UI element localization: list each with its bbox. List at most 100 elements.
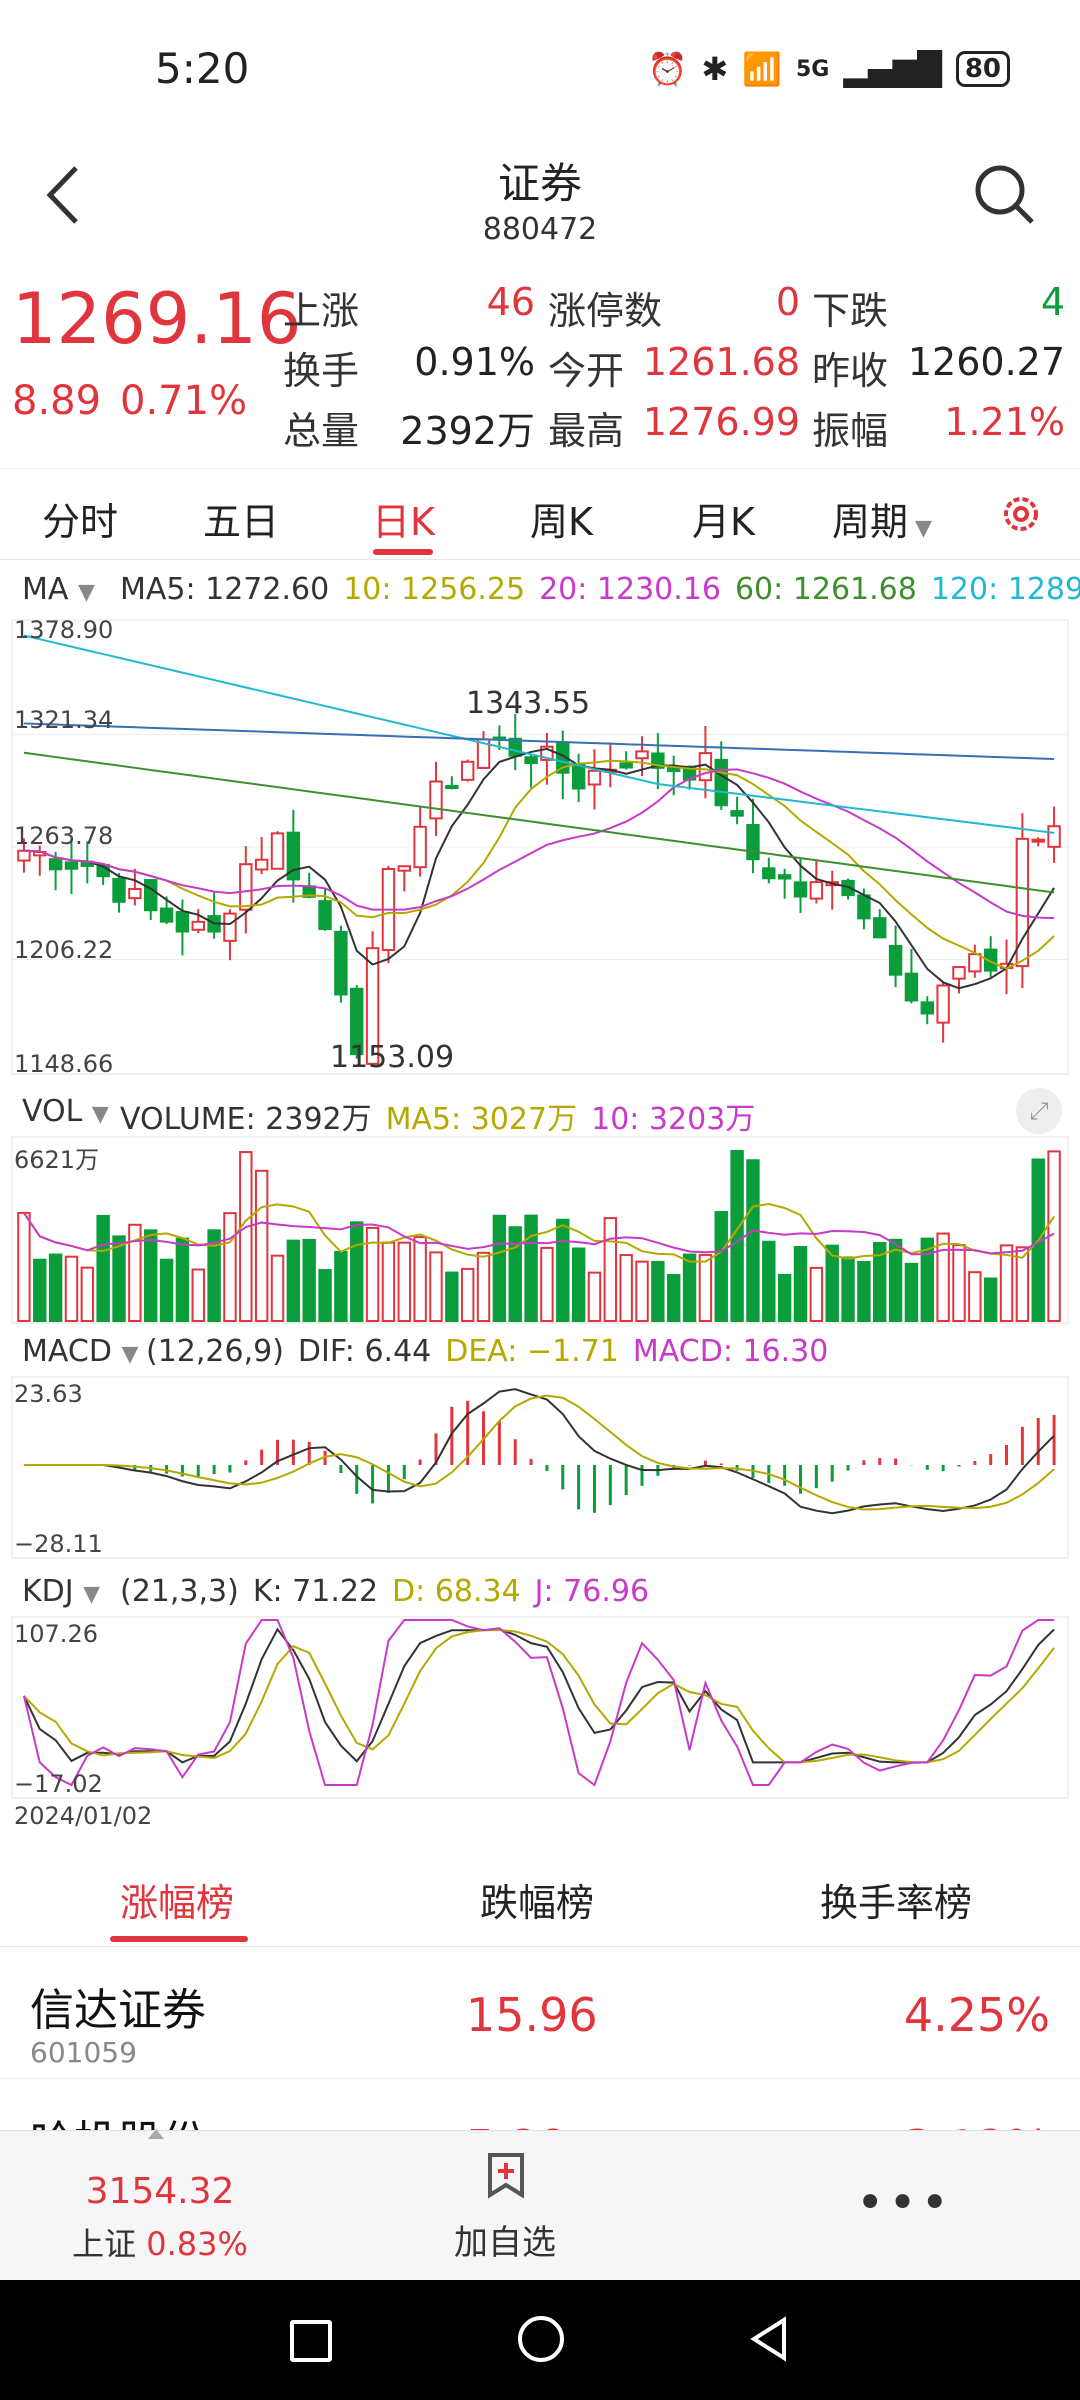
candle-body — [587, 769, 602, 786]
price-axis-max: 1378.90 — [14, 616, 114, 644]
stat-value: 0 — [775, 280, 800, 324]
stat-value: 1.21% — [944, 400, 1065, 444]
candle-body — [112, 877, 126, 903]
active-tab-indicator — [373, 549, 433, 555]
candle-body — [968, 953, 982, 973]
volume-bar — [809, 1266, 824, 1322]
candle-body — [191, 920, 205, 931]
status-icons: ⏰ ✱ 📶 5G ▂▄▆█ 80 — [648, 50, 1010, 88]
ma-name: MA — [22, 572, 69, 607]
candle-body — [318, 900, 332, 931]
vol-axis-max: 6621万 — [14, 1146, 100, 1174]
volume-bar — [698, 1253, 713, 1322]
volume-bar — [476, 1251, 491, 1322]
candle-body — [365, 947, 380, 1065]
d-line — [23, 1628, 1055, 1764]
tab-period[interactable]: 周期 ▼ — [832, 491, 932, 546]
candle-body — [1047, 825, 1061, 848]
volume-bar — [968, 1271, 982, 1322]
volume-bar — [920, 1237, 934, 1322]
stat-label: 昨收 — [812, 349, 889, 393]
ma5-value: MA5: 1272.60 — [120, 572, 330, 607]
price-axis-4: 1206.22 — [14, 936, 114, 964]
tab-top-gainers[interactable]: 涨幅榜 — [120, 1881, 235, 1925]
candle-body — [48, 858, 63, 871]
macd-label[interactable]: MACD ▼ — [0, 1334, 138, 1369]
macd-axis-min: −28.11 — [14, 1530, 103, 1558]
more-icon[interactable]: ••• — [856, 2175, 953, 2231]
volume-bar — [873, 1242, 887, 1322]
kdj-name: KDJ — [22, 1574, 74, 1609]
candle-body — [777, 874, 792, 880]
chevron-down-icon: ▼ — [83, 1582, 101, 1607]
volume-chart — [11, 1136, 1069, 1324]
ma-label[interactable]: MA ▼ — [0, 572, 106, 607]
volume-bar — [635, 1260, 649, 1323]
candle-body — [873, 917, 887, 939]
volume-bar — [936, 1232, 950, 1322]
index-value[interactable]: 3154.32 — [85, 2171, 235, 2212]
volume-bar — [762, 1240, 776, 1322]
volume-bar — [64, 1255, 79, 1322]
chart-frame — [11, 1616, 1069, 1799]
vol-label[interactable]: VOL ▼ — [0, 1094, 109, 1138]
index-info[interactable]: 上证 0.83% — [0, 2219, 320, 2265]
candle-body — [159, 907, 174, 923]
volume-bar — [365, 1226, 380, 1322]
tab-five-day[interactable]: 五日 — [203, 500, 280, 544]
stat-value: 1260.27 — [907, 340, 1065, 384]
candle-body — [651, 752, 665, 769]
candle-body — [350, 987, 364, 1056]
k-value: K: 71.22 — [252, 1574, 379, 1609]
tab-monthly-k[interactable]: 月K — [692, 500, 755, 544]
dif-value: DIF: 6.44 — [297, 1334, 432, 1369]
home-icon[interactable] — [518, 2316, 564, 2362]
back-icon[interactable] — [748, 2316, 788, 2362]
candle-body — [952, 966, 966, 980]
dif-line — [23, 1388, 1055, 1515]
tab-daily-k[interactable]: 日K — [372, 500, 435, 544]
macd-chart — [11, 1376, 1069, 1559]
add-watchlist-button[interactable]: 加自选 — [454, 2223, 556, 2263]
stock-code: 601059 — [30, 2036, 137, 2069]
volume-bar — [381, 1241, 396, 1322]
candle-body — [730, 810, 744, 817]
stat-label: 上涨 — [283, 289, 360, 333]
gear-icon[interactable] — [996, 489, 1046, 539]
kdj-label[interactable]: KDJ ▼ — [0, 1574, 106, 1609]
candle-body — [508, 737, 522, 757]
tab-turnover[interactable]: 换手率榜 — [820, 1881, 973, 1925]
candle-body — [1031, 838, 1045, 843]
candle-body — [460, 760, 475, 781]
tab-weekly-k[interactable]: 周K — [530, 500, 593, 544]
tab-top-losers[interactable]: 跌幅榜 — [480, 1881, 595, 1925]
active-rank-indicator — [110, 1936, 248, 1942]
volume-value: VOLUME: 2392万 — [120, 1102, 372, 1137]
price-change: 8.89 — [12, 378, 102, 424]
volume-bar — [175, 1237, 190, 1322]
kline-chart[interactable] — [0, 612, 1080, 1082]
candle-body — [619, 762, 633, 769]
list-item[interactable]: 信达证券 601059 15.96 4.25% — [0, 1948, 1080, 2079]
expand-icon[interactable]: ⤢ — [1016, 1088, 1062, 1134]
vol-ma10-value: 10: 3203万 — [591, 1102, 756, 1137]
system-nav-bar — [0, 2280, 1080, 2400]
rank-tabs: 涨幅榜 跌幅榜 换手率榜 — [0, 1836, 1080, 1947]
ma-legend: MA ▼ MA5: 1272.60 10: 1256.25 20: 1230.1… — [0, 572, 1080, 607]
candle-body — [144, 879, 158, 912]
price-axis-3: 1263.78 — [14, 822, 114, 850]
volume-bar — [904, 1262, 919, 1322]
candle-body — [904, 972, 919, 1002]
add-watchlist-icon[interactable] — [484, 2151, 528, 2201]
candle-body — [397, 865, 411, 872]
tab-intraday[interactable]: 分时 — [42, 500, 119, 544]
recent-apps-icon[interactable] — [290, 2320, 332, 2362]
back-arrow-icon[interactable] — [36, 160, 96, 230]
period-tabs: 分时 五日 日K 周K 月K 周期 ▼ — [0, 468, 1080, 560]
candle-body — [1015, 837, 1030, 968]
search-icon[interactable] — [970, 160, 1040, 230]
candle-body — [254, 858, 269, 871]
chevron-up-icon — [148, 2129, 164, 2139]
page-title: 证券 — [497, 159, 582, 208]
bluetooth-icon: ✱ — [701, 50, 729, 88]
